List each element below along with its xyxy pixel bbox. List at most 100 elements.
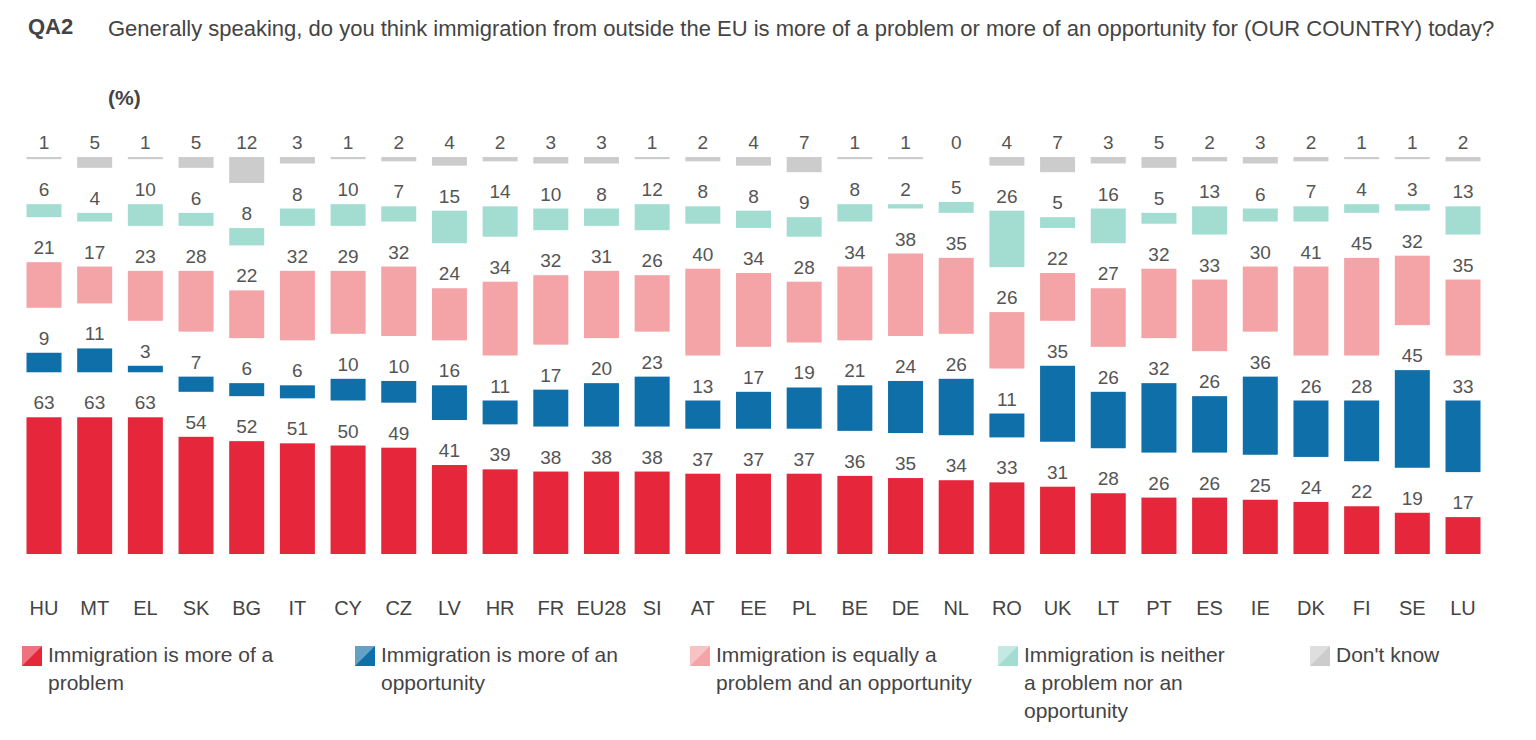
bar-segment: [1243, 157, 1278, 164]
data-label: 20: [591, 358, 612, 379]
data-label: 63: [135, 392, 156, 413]
data-label: 23: [642, 352, 663, 373]
data-label: 10: [540, 184, 561, 205]
category-label: LT: [1097, 597, 1119, 619]
category-label: EU28: [576, 597, 626, 619]
data-label: 28: [185, 246, 206, 267]
bar-segment: [736, 211, 771, 228]
bar-segment: [533, 157, 568, 164]
category-label: AT: [691, 597, 715, 619]
legend-entry: Immigration is neither a problem nor an …: [1024, 641, 1234, 725]
data-label: 1: [647, 132, 658, 153]
bar-segment: [483, 157, 518, 161]
category-label: RO: [992, 597, 1022, 619]
bar-segment: [888, 157, 923, 159]
category-label: EE: [740, 597, 767, 619]
bar-segment: [1446, 157, 1481, 161]
bar-segment: [736, 157, 771, 166]
bar-segment: [989, 211, 1024, 267]
category-label: UK: [1044, 597, 1072, 619]
data-label: 17: [84, 242, 105, 263]
bar-segment: [1293, 267, 1328, 356]
bar-segment: [1040, 217, 1075, 228]
data-label: 14: [490, 181, 512, 202]
bar-segment: [787, 474, 822, 554]
data-label: 1: [900, 132, 911, 153]
data-label: 28: [1351, 376, 1372, 397]
data-label: 2: [900, 179, 911, 200]
bar-segment: [77, 267, 112, 304]
legend-swatch: [1310, 646, 1330, 666]
category-label: DK: [1297, 597, 1325, 619]
bar-segment: [280, 385, 315, 398]
bar-segment: [128, 417, 163, 554]
bar-segment: [635, 275, 670, 331]
bar-segment: [837, 157, 872, 159]
bar-segment: [331, 204, 366, 226]
bar-segment: [128, 157, 163, 159]
bar-segment: [1395, 157, 1430, 159]
data-label: 4: [1002, 132, 1013, 153]
bar-segment: [1446, 401, 1481, 473]
bar-segment: [888, 254, 923, 336]
data-label: 23: [135, 246, 156, 267]
data-label: 63: [33, 392, 54, 413]
data-label: 9: [39, 328, 50, 349]
bar-segment: [888, 478, 923, 554]
category-label: IE: [1251, 597, 1270, 619]
data-label: 36: [1250, 352, 1271, 373]
data-label: 34: [490, 257, 512, 278]
bar-segment: [77, 157, 112, 168]
data-label: 12: [236, 132, 257, 153]
bar-segment: [77, 348, 112, 372]
data-label: 24: [895, 356, 917, 377]
bar-segment: [77, 417, 112, 554]
bar-segment: [280, 157, 315, 164]
data-label: 7: [1052, 132, 1063, 153]
bar-segment: [736, 474, 771, 554]
bar-segment: [989, 312, 1024, 368]
bar-segment: [1091, 392, 1126, 448]
bar-segment: [685, 401, 720, 429]
bar-segment: [989, 157, 1024, 166]
data-label: 6: [191, 188, 202, 209]
legend-swatch: [355, 646, 375, 666]
data-label: 13: [1452, 181, 1473, 202]
data-label: 35: [946, 233, 967, 254]
bar-segment: [483, 206, 518, 236]
bar-segment: [1243, 377, 1278, 455]
data-label: 7: [393, 181, 404, 202]
bar-segment: [1091, 209, 1126, 244]
bar-segment: [1446, 280, 1481, 356]
data-label: 5: [1052, 192, 1063, 213]
data-label: 6: [241, 358, 252, 379]
data-label: 32: [1402, 231, 1423, 252]
category-label: FI: [1353, 597, 1371, 619]
bar-segment: [179, 377, 214, 392]
data-label: 32: [1148, 358, 1169, 379]
bar-segment: [381, 157, 416, 161]
data-label: 30: [1250, 242, 1271, 263]
data-label: 25: [1250, 475, 1271, 496]
data-label: 37: [743, 449, 764, 470]
data-label: 2: [1204, 132, 1215, 153]
data-label: 6: [39, 179, 50, 200]
data-label: 38: [642, 447, 663, 468]
bar-segment: [1192, 206, 1227, 234]
bar-segment: [179, 157, 214, 168]
bar-segment: [1091, 288, 1126, 347]
data-label: 22: [1047, 248, 1068, 269]
data-label: 1: [39, 132, 50, 153]
data-label: 17: [743, 367, 764, 388]
bar-segment: [229, 441, 264, 554]
bar-segment: [27, 204, 62, 217]
data-label: 21: [33, 237, 54, 258]
data-label: 11: [490, 376, 510, 397]
data-label: 16: [439, 360, 460, 381]
category-label: CZ: [385, 597, 412, 619]
legend-swatch: [22, 646, 42, 666]
bar-segment: [533, 390, 568, 427]
bar-segment: [1141, 269, 1176, 338]
data-label: 3: [546, 132, 557, 153]
subtitle: (%): [108, 86, 141, 110]
